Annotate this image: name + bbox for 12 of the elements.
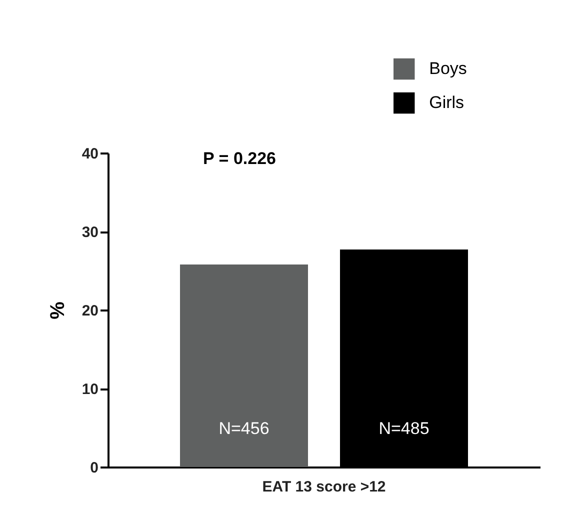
y-tick-label: 10 bbox=[82, 381, 98, 398]
y-axis-title: % bbox=[46, 301, 69, 320]
x-tick-label: EAT 13 score >12 bbox=[262, 478, 386, 496]
annotation: N=456 bbox=[218, 419, 270, 438]
y-tick-label: 40 bbox=[82, 146, 98, 162]
annotation: P = 0.226 bbox=[203, 149, 276, 168]
legend-label: Girls bbox=[429, 93, 464, 112]
y-tick-label: 0 bbox=[90, 460, 98, 476]
y-tick-label: 30 bbox=[82, 224, 98, 241]
y-tick-label: 20 bbox=[82, 302, 98, 320]
legend-label: Boys bbox=[429, 59, 467, 78]
annotation: N=485 bbox=[378, 419, 430, 438]
